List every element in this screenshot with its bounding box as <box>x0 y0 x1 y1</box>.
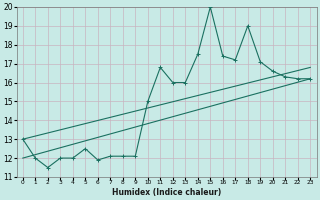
X-axis label: Humidex (Indice chaleur): Humidex (Indice chaleur) <box>112 188 221 197</box>
